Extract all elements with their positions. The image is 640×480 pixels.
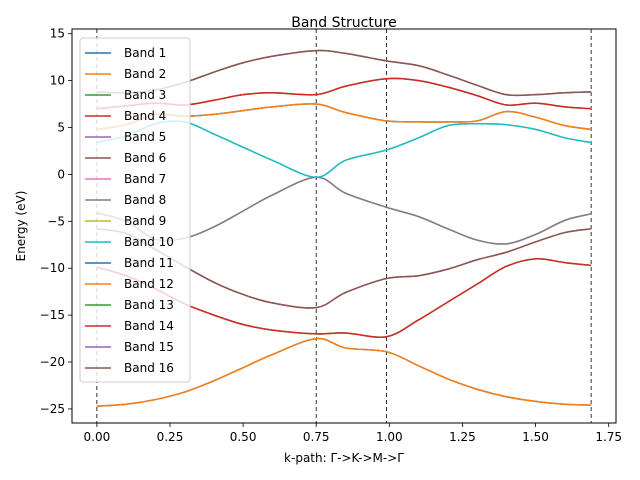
y-tick-label: −20 bbox=[40, 355, 65, 369]
legend-label: Band 15 bbox=[124, 340, 174, 354]
plot-frame bbox=[71, 28, 617, 424]
y-tick-label: 10 bbox=[50, 74, 65, 88]
legend-label: Band 1 bbox=[124, 46, 166, 60]
legend-label: Band 6 bbox=[124, 151, 166, 165]
legend-label: Band 14 bbox=[124, 319, 174, 333]
legend-label: Band 8 bbox=[124, 193, 166, 207]
legend-label: Band 10 bbox=[124, 235, 174, 249]
legend-label: Band 9 bbox=[124, 214, 166, 228]
legend-label: Band 7 bbox=[124, 172, 166, 186]
y-tick-label: −5 bbox=[47, 214, 65, 228]
x-axis-label: k-path: Γ->K->M->Γ bbox=[284, 451, 404, 465]
legend-label: Band 2 bbox=[124, 67, 166, 81]
x-tick-label: 1.25 bbox=[449, 430, 476, 444]
y-axis-label: Energy (eV) bbox=[14, 191, 28, 262]
legend: Band 1 Band 2 Band 3 Band 4 Band 5 Band 6 Band… bbox=[79, 37, 191, 383]
x-tick-label: 0.00 bbox=[84, 430, 111, 444]
y-tick-label: 15 bbox=[50, 27, 65, 41]
legend-label: Band 5 bbox=[124, 130, 166, 144]
y-axis-ticks: −25 −20 −15 −10 −5 0 5 10 15 bbox=[40, 27, 72, 416]
legend-label: Band 12 bbox=[124, 277, 174, 291]
y-tick-label: 5 bbox=[57, 121, 65, 135]
legend-label: Band 13 bbox=[124, 298, 174, 312]
x-tick-label: 0.50 bbox=[230, 430, 257, 444]
x-tick-label: 1.75 bbox=[595, 430, 622, 444]
legend-label: Band 3 bbox=[124, 88, 166, 102]
chart-title: Band Structure bbox=[291, 15, 397, 31]
x-tick-label: 0.25 bbox=[157, 430, 184, 444]
legend-box bbox=[79, 37, 191, 383]
y-tick-label: −15 bbox=[40, 308, 65, 322]
legend-label: Band 11 bbox=[124, 256, 174, 270]
y-tick-label: −10 bbox=[40, 261, 65, 275]
x-axis-ticks: 0.00 0.25 0.50 0.75 1.00 1.25 1.50 1.75 bbox=[84, 423, 622, 444]
legend-label: Band 16 bbox=[124, 361, 174, 375]
x-tick-label: 1.50 bbox=[522, 430, 549, 444]
y-tick-label: −25 bbox=[40, 402, 65, 416]
x-tick-label: 0.75 bbox=[303, 430, 330, 444]
x-tick-label: 1.00 bbox=[376, 430, 403, 444]
y-tick-label: 0 bbox=[57, 167, 65, 181]
series-line-band-2 bbox=[96, 337, 592, 407]
legend-label: Band 4 bbox=[124, 109, 166, 123]
